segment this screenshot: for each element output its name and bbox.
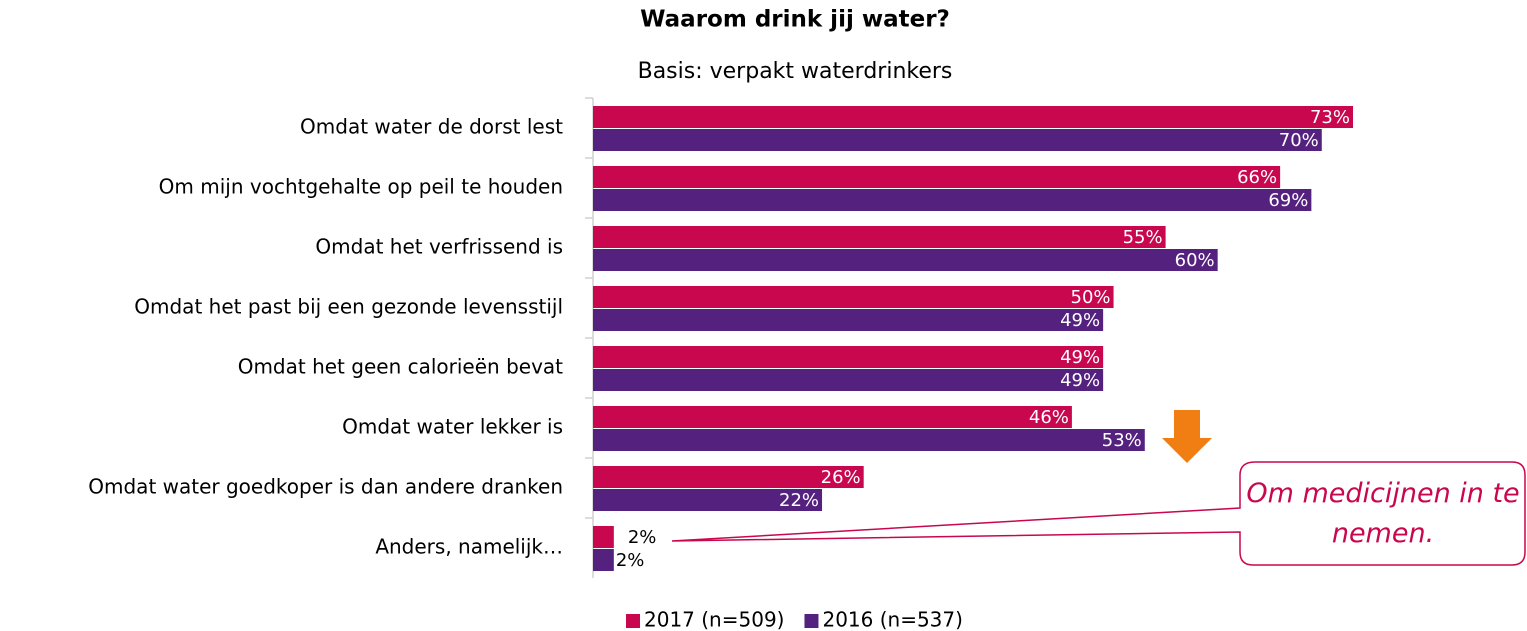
bar (593, 549, 614, 571)
value-label: 2% (616, 550, 645, 571)
legend-swatch (804, 614, 819, 628)
bar (593, 226, 1166, 248)
bar (593, 286, 1114, 308)
value-label: 49% (1060, 310, 1100, 331)
bar (593, 249, 1218, 271)
bar (593, 526, 614, 548)
bar (593, 106, 1353, 128)
value-label: 49% (1060, 370, 1100, 391)
legend-swatch (626, 614, 640, 628)
bar (593, 466, 864, 488)
value-label: 22% (779, 490, 819, 511)
bar (593, 489, 823, 511)
value-label: 55% (1123, 227, 1163, 248)
value-label: 2% (628, 527, 657, 548)
bar (593, 129, 1322, 151)
callout-box (671, 461, 1526, 566)
chart-subtitle: Basis: verpakt waterdrinkers (638, 59, 953, 84)
value-label: 53% (1102, 430, 1142, 451)
category-label: Omdat water goedkoper is dan andere dran… (88, 475, 563, 499)
legend-label: 2016 (n=537) (822, 608, 962, 631)
callout: Om medicijnen in te nemen. (1246, 478, 1520, 549)
bar (593, 309, 1104, 331)
chart-title: Waarom drink jij water? (640, 7, 950, 33)
bar (593, 429, 1145, 451)
category-label: Omdat het past bij een gezonde levenssti… (134, 295, 563, 319)
bar (593, 406, 1072, 428)
value-label: 69% (1268, 190, 1308, 211)
category-label: Om mijn vochtgehalte op peil te houden (159, 175, 563, 199)
callout-text: Om medicijnen in te nemen. (1246, 478, 1520, 549)
category-label: Anders, namelijk… (375, 535, 563, 559)
bar (593, 369, 1104, 391)
value-label: 70% (1279, 130, 1319, 151)
bar (593, 166, 1281, 188)
legend-label: 2017 (n=509) (644, 608, 784, 631)
value-label: 50% (1071, 287, 1111, 308)
category-label: Omdat water lekker is (342, 415, 563, 439)
bar (593, 346, 1104, 368)
value-label: 66% (1237, 167, 1277, 188)
value-label: 26% (821, 467, 861, 488)
category-label: Omdat het geen calorieën bevat (238, 355, 563, 379)
category-label: Omdat het verfrissend is (315, 235, 563, 259)
value-label: 60% (1175, 250, 1215, 271)
category-label: Omdat water de dorst lest (300, 115, 563, 139)
value-label: 49% (1060, 347, 1100, 368)
value-label: 46% (1029, 407, 1069, 428)
value-label: 73% (1310, 107, 1350, 128)
bar (593, 189, 1312, 211)
decrease-arrow (1162, 410, 1212, 463)
